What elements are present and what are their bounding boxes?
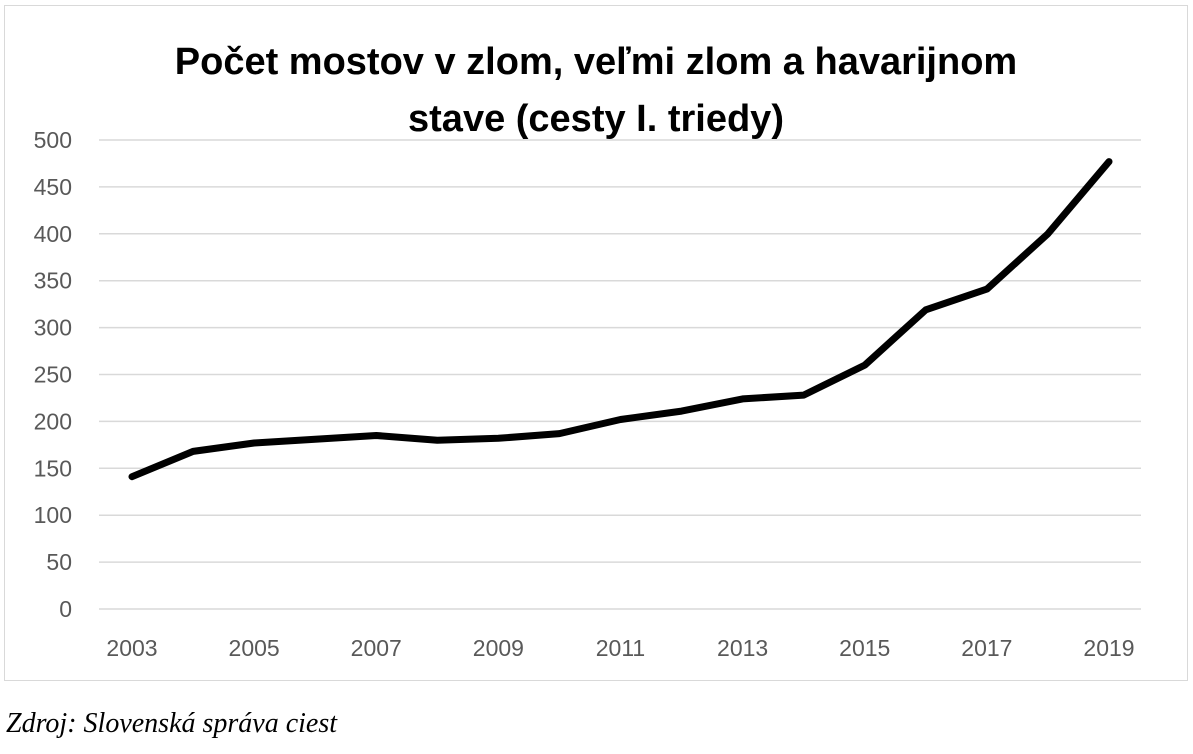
data-point [192,450,194,452]
y-tick-label: 200 [34,408,72,434]
y-tick-label: 250 [34,362,72,388]
data-point [925,309,927,311]
gridlines [99,139,1141,610]
y-tick-label: 150 [34,455,72,481]
data-point [620,419,621,421]
data-point [1108,161,1110,163]
chart-title-line-1: Počet mostov v zlom, veľmi zlom a havari… [175,41,1017,83]
line-chart: Počet mostov v zlom, veľmi zlom a havari… [34,41,1141,661]
x-tick-label: 2011 [596,635,645,661]
y-tick-label: 350 [34,268,72,294]
y-axis-labels: 0 50 100 150 200 250 300 350 400 450 500 [34,127,72,622]
series-line [128,158,1113,481]
x-tick-label: 2003 [106,635,157,661]
x-tick-label: 2019 [1083,635,1134,661]
data-point [375,434,377,436]
data-point [864,364,866,366]
y-tick-label: 100 [34,502,72,528]
chart-frame: Počet mostov v zlom, veľmi zlom a havari… [4,5,1188,681]
y-tick-label: 300 [34,315,72,341]
x-tick-label: 2009 [473,635,524,661]
data-point [681,410,683,412]
data-point [558,433,560,435]
y-tick-label: 500 [34,127,72,153]
x-tick-label: 2017 [961,635,1012,661]
source-note: Zdroj: Slovenská správa ciest [6,708,338,739]
x-tick-label: 2005 [229,635,280,661]
x-tick-label: 2015 [839,635,890,661]
data-point [803,394,805,396]
y-tick-label: 450 [34,174,72,200]
chart-title-line-2: stave (cesty I. triedy) [408,98,784,140]
data-point [253,442,255,444]
data-point [314,438,316,440]
series-layer [128,158,1113,481]
x-axis-labels: 2003 2005 2007 2009 2011 2013 2015 2017 2019 [106,635,1134,661]
data-point [131,476,133,478]
y-tick-label: 400 [34,221,72,247]
x-tick-label: 2013 [717,635,768,661]
y-tick-label: 50 [46,549,72,575]
data-point [986,288,988,290]
data-point [1047,233,1049,235]
x-tick-label: 2007 [351,635,402,661]
data-point [742,398,744,400]
y-tick-label: 0 [59,596,72,622]
data-point [436,439,438,441]
data-point [497,437,499,439]
